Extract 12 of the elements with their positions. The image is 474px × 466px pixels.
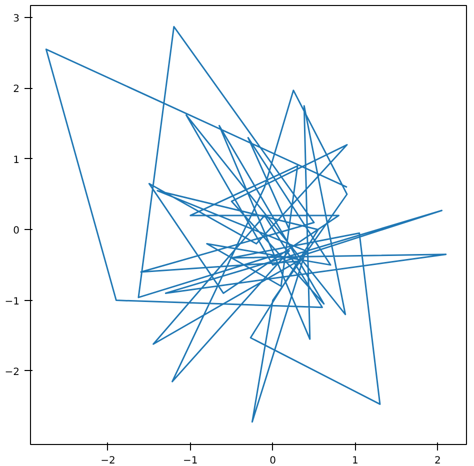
x-tick-label: 1 [352, 456, 358, 466]
x-tick-label: −1 [183, 456, 198, 466]
y-tick-label: 2 [13, 84, 20, 96]
y-tick-label: 0 [13, 226, 20, 237]
y-tick-label: −1 [4, 296, 20, 308]
x-tick-label: −2 [100, 456, 116, 466]
y-tick-label: 3 [13, 14, 20, 25]
y-tick-label: −2 [4, 366, 20, 378]
x-tick-label: 0 [270, 456, 276, 466]
x-tick-label: 2 [434, 456, 441, 466]
line-series [45, 26, 447, 423]
y-tick-label: 1 [13, 154, 20, 166]
